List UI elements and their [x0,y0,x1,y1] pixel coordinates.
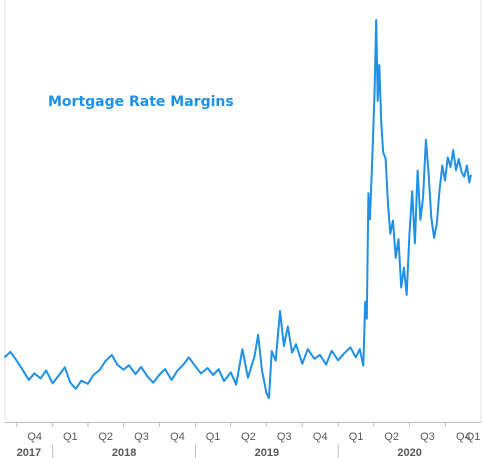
year-labels: 2017 2018 2019 2020 [17,447,422,458]
year-separators [52,444,339,458]
quarter-tick-label: Q1 [349,431,364,443]
quarter-tick-label: Q3 [277,431,292,443]
quarter-tick-label: Q4 [313,431,328,443]
quarter-tick-label: Q4 [27,431,42,443]
quarter-tick-label: Q4 [456,431,471,443]
series-group [4,19,472,400]
quarter-tick-marks [16,422,446,427]
quarter-tick-label: Q1 [63,431,78,443]
quarter-tick-label: Q2 [384,431,399,443]
quarter-tick-label: Q4 [170,431,185,443]
series-line [4,19,472,400]
quarter-tick-label: Q3 [134,431,149,443]
year-label: 2019 [255,447,279,458]
year-label: 2018 [112,447,136,458]
quarter-tick-label: Q1 [206,431,221,443]
chart-title: Mortgage Rate Margins [48,94,234,110]
year-label: 2017 [17,447,41,458]
quarter-tick-label: Q2 [241,431,256,443]
quarter-tick-label: Q3 [420,431,435,443]
quarter-tick-label: Q2 [98,431,113,443]
year-label: 2020 [397,447,421,458]
quarter-tick-label: Q1 [466,431,481,443]
